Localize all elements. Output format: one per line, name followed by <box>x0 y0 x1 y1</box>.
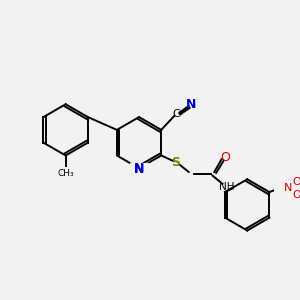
Text: N: N <box>134 163 144 176</box>
Text: C: C <box>172 109 180 119</box>
Text: -: - <box>299 190 300 200</box>
Text: N: N <box>134 162 144 175</box>
Text: O: O <box>292 190 300 200</box>
Text: NH: NH <box>219 182 235 192</box>
Text: N: N <box>186 98 197 111</box>
Text: +: + <box>299 178 300 184</box>
Text: N: N <box>284 183 292 194</box>
Text: CH₃: CH₃ <box>57 169 74 178</box>
Text: O: O <box>292 177 300 187</box>
Text: S: S <box>171 156 180 169</box>
Text: O: O <box>220 151 230 164</box>
